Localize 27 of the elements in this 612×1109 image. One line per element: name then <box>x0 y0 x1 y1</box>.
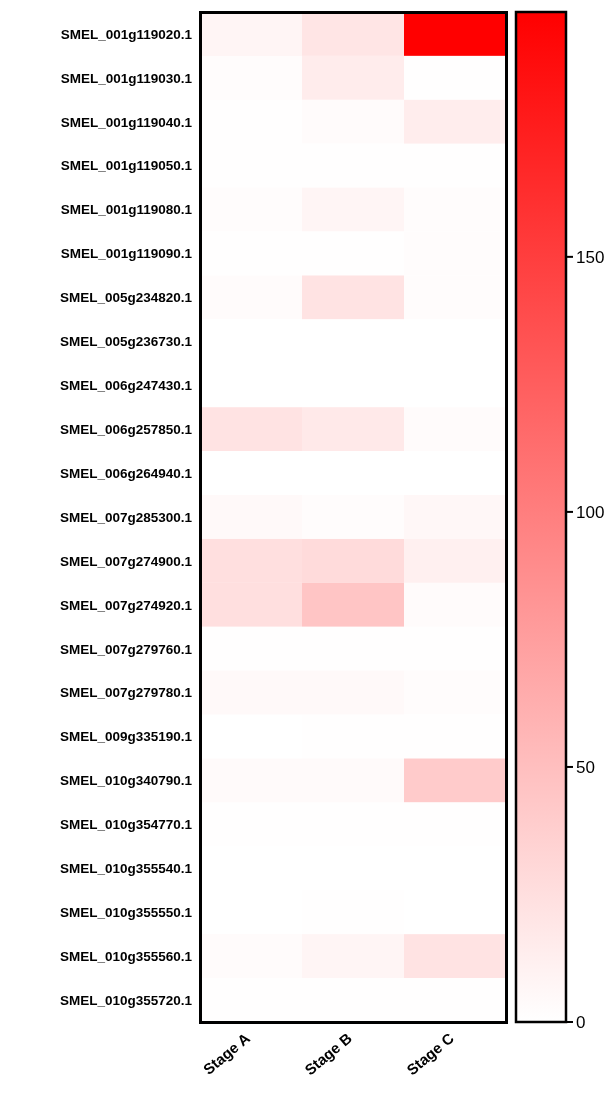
y-tick-label: SMEL_001g119030.1 <box>60 70 193 86</box>
color-bar-label: 0 <box>576 1012 586 1032</box>
y-tick-label: SMEL_001g119080.1 <box>60 202 193 218</box>
y-tick-label: SMEL_001g119020.1 <box>60 26 193 42</box>
y-tick-label: SMEL_010g355540.1 <box>59 861 193 877</box>
y-tick-label: SMEL_010g355720.1 <box>59 992 193 1008</box>
y-tick-label: SMEL_007g279760.1 <box>59 641 193 657</box>
y-tick-label: SMEL_007g285300.1 <box>59 509 193 525</box>
y-tick-label: SMEL_010g355560.1 <box>59 948 193 964</box>
y-tick-label: SMEL_001g119090.1 <box>60 246 193 262</box>
y-tick-label: SMEL_007g274900.1 <box>59 553 193 569</box>
y-tick-label: SMEL_005g236730.1 <box>59 334 193 350</box>
y-tick-label: SMEL_006g247430.1 <box>59 378 193 394</box>
y-tick-label: SMEL_007g274920.1 <box>59 597 193 613</box>
y-tick-label: SMEL_010g355550.1 <box>59 905 193 921</box>
y-tick-label: SMEL_001g119050.1 <box>60 158 193 174</box>
y-tick-label: SMEL_006g257850.1 <box>59 421 193 437</box>
y-tick-label: SMEL_006g264940.1 <box>59 465 193 481</box>
color-bar-label: 100 <box>576 502 605 522</box>
color-bar-label: 50 <box>576 757 595 777</box>
y-tick-label: SMEL_009g335190.1 <box>59 729 193 745</box>
y-tick-label: SMEL_005g234820.1 <box>59 290 193 306</box>
y-tick-label: SMEL_010g354770.1 <box>59 817 193 833</box>
y-tick-label: SMEL_001g119040.1 <box>60 114 193 130</box>
y-tick-label: SMEL_010g340790.1 <box>59 773 193 789</box>
color-bar-label: 150 <box>576 247 605 267</box>
y-tick-label: SMEL_007g279780.1 <box>59 685 193 701</box>
